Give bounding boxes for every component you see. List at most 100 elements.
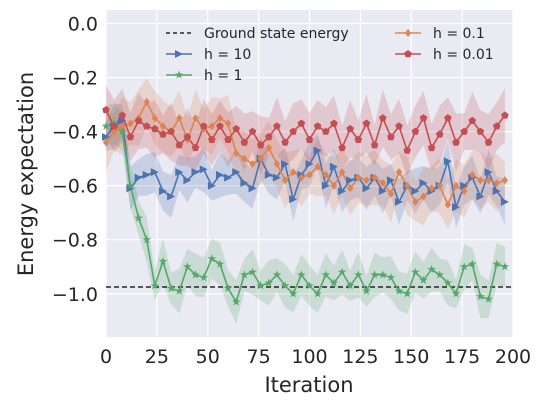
marker-h0p01	[313, 122, 322, 130]
marker-h0p1	[379, 179, 386, 187]
marker-h1	[329, 278, 339, 287]
marker-h1	[394, 286, 404, 295]
marker-h10	[378, 187, 387, 196]
marker-h10	[395, 197, 403, 206]
marker-h1	[158, 256, 168, 265]
marker-h1	[264, 278, 274, 287]
x-tick-labels: 0 25 50 75 100 125 150 175 200	[100, 346, 531, 368]
marker-h0p01	[379, 114, 387, 122]
marker-h0p1	[314, 162, 321, 171]
marker-h0p1	[119, 122, 126, 131]
marker-h0p1	[265, 143, 272, 152]
legend-label: h = 10	[204, 47, 251, 63]
marker-h1	[118, 127, 127, 136]
marker-h0p01	[452, 138, 460, 146]
marker-h1	[232, 297, 241, 306]
marker-h0p01	[403, 146, 411, 154]
marker-h10	[281, 160, 290, 168]
marker-h0p1	[127, 119, 134, 128]
marker-h1	[345, 281, 355, 290]
marker-h1	[305, 281, 314, 290]
marker-h0p01	[476, 127, 485, 135]
marker-h1	[248, 267, 257, 276]
marker-h1	[313, 289, 322, 298]
legend-marker	[174, 70, 184, 79]
marker-h0p01	[118, 111, 127, 119]
marker-h10	[419, 179, 428, 187]
legend-label: h = 1	[204, 68, 242, 84]
y-tick-label: −0.4	[52, 122, 98, 144]
marker-h1	[166, 283, 176, 292]
marker-h10	[159, 187, 167, 196]
marker-h0p01	[330, 119, 338, 127]
legend-label: h = 0.01	[433, 47, 494, 63]
marker-h1	[500, 262, 510, 271]
marker-h0p1	[290, 168, 297, 177]
marker-h0p01	[468, 116, 477, 124]
marker-h0p1	[273, 160, 281, 168]
marker-h0p1	[371, 173, 378, 182]
marker-h1	[476, 292, 485, 301]
marker-h0p01	[191, 143, 200, 152]
marker-h0p1	[249, 160, 256, 168]
x-tick-label: 25	[145, 346, 169, 368]
marker-h0p01	[395, 122, 403, 130]
marker-h0p1	[436, 181, 443, 190]
y-tick-label: 0.0	[68, 14, 98, 36]
marker-h0p01	[460, 127, 468, 135]
marker-h0p1	[387, 189, 395, 198]
marker-h0p1	[330, 181, 338, 190]
marker-h0p01	[151, 124, 159, 133]
marker-h0p1	[192, 114, 199, 123]
marker-h0p01	[232, 124, 240, 133]
marker-h0p01	[256, 141, 265, 149]
marker-h1	[297, 270, 306, 279]
marker-h10	[460, 181, 469, 190]
y-tick-label: −0.6	[52, 176, 98, 198]
marker-h1	[207, 254, 217, 263]
x-axis-title: Iteration	[264, 373, 353, 397]
marker-h10	[338, 187, 347, 196]
marker-h1	[378, 270, 387, 279]
marker-h0p01	[387, 133, 395, 141]
marker-h1	[101, 121, 111, 130]
marker-h0p01	[362, 119, 371, 127]
marker-h0p1	[412, 197, 419, 206]
marker-h10	[272, 173, 281, 182]
marker-h10	[264, 170, 273, 179]
marker-h0p1	[306, 170, 313, 179]
marker-h0p1	[143, 97, 150, 106]
marker-h0p1	[493, 179, 500, 187]
marker-h0p1	[501, 176, 509, 185]
marker-h0p01	[444, 114, 452, 122]
marker-h1	[411, 267, 420, 276]
marker-h0p1	[477, 176, 484, 185]
marker-h1	[386, 273, 396, 282]
marker-h0p01	[338, 143, 346, 152]
marker-h0p01	[289, 127, 297, 135]
marker-h10	[289, 195, 298, 204]
marker-h10	[411, 187, 420, 196]
marker-h10	[118, 116, 127, 125]
marker-h0p01	[427, 143, 436, 152]
marker-h0p01	[126, 133, 135, 141]
x-tick-label: 200	[495, 346, 531, 368]
y-tick-label: −0.8	[52, 230, 98, 252]
marker-h10	[484, 168, 493, 177]
marker-h1	[142, 235, 151, 244]
marker-h0p01	[273, 122, 281, 130]
marker-h1	[468, 259, 477, 268]
marker-h1	[402, 289, 412, 298]
marker-h1	[354, 270, 363, 279]
marker-h0p01	[305, 135, 314, 143]
marker-h0p01	[435, 130, 444, 138]
marker-h1	[451, 289, 461, 298]
marker-h10	[183, 176, 192, 185]
marker-h0p1	[208, 122, 215, 131]
marker-h10	[452, 203, 460, 212]
marker-h0p1	[233, 149, 240, 158]
marker-h1	[272, 270, 282, 279]
marker-h10	[167, 192, 176, 201]
marker-h1	[134, 213, 143, 222]
marker-h10	[207, 181, 216, 190]
